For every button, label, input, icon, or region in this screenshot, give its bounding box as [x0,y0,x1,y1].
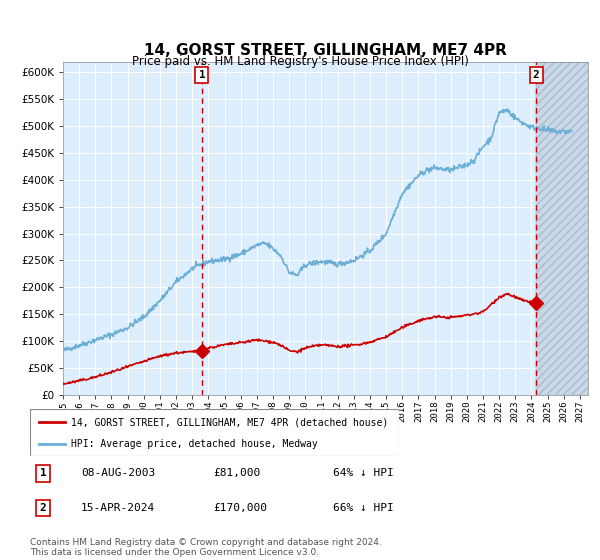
Text: 64% ↓ HPI: 64% ↓ HPI [333,468,394,478]
Text: HPI: Average price, detached house, Medway: HPI: Average price, detached house, Medw… [71,439,317,449]
Title: 14, GORST STREET, GILLINGHAM, ME7 4PR: 14, GORST STREET, GILLINGHAM, ME7 4PR [144,43,507,58]
Bar [536,62,588,395]
FancyBboxPatch shape [30,409,399,456]
Text: 08-AUG-2003: 08-AUG-2003 [81,468,155,478]
Text: 14, GORST STREET, GILLINGHAM, ME7 4PR (detached house): 14, GORST STREET, GILLINGHAM, ME7 4PR (d… [71,417,388,427]
Text: Price paid vs. HM Land Registry's House Price Index (HPI): Price paid vs. HM Land Registry's House … [131,55,469,68]
Text: 1: 1 [199,70,205,80]
Text: 2: 2 [533,70,539,80]
Text: 15-APR-2024: 15-APR-2024 [81,503,155,513]
Text: Contains HM Land Registry data © Crown copyright and database right 2024.
This d: Contains HM Land Registry data © Crown c… [30,538,382,557]
Text: 2: 2 [40,503,47,513]
Text: £81,000: £81,000 [213,468,260,478]
Text: £170,000: £170,000 [213,503,267,513]
Text: 66% ↓ HPI: 66% ↓ HPI [333,503,394,513]
Text: 1: 1 [40,468,47,478]
